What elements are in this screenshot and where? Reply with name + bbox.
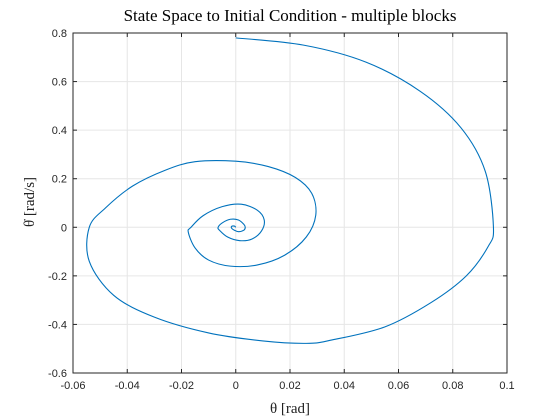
y-tick-label: -0.4: [48, 319, 67, 331]
x-tick-label: 0.08: [442, 380, 463, 392]
y-axis-label: θ̇ [rad/s]: [22, 177, 38, 227]
chart-title: State Space to Initial Condition - multi…: [124, 6, 457, 25]
x-tick-label: -0.04: [115, 380, 140, 392]
x-tick-label: 0.04: [334, 380, 355, 392]
y-tick-label: 0: [61, 222, 67, 234]
x-tick-labels: -0.06 -0.04 -0.02 0 0.02 0.04 0.06 0.08 0.1: [60, 380, 514, 392]
x-tick-label: 0.06: [388, 380, 409, 392]
x-axis-label: θ [rad]: [270, 401, 310, 417]
x-tick-label: 0: [233, 380, 239, 392]
tick-marks: [72, 32, 508, 374]
phase-trajectory-line: [86, 37, 495, 344]
y-tick-labels: -0.6 -0.4 -0.2 0 0.2 0.4 0.6 0.8: [48, 28, 67, 380]
y-tick-label: 0.6: [52, 77, 67, 89]
y-tick-label: 0.2: [52, 174, 67, 186]
x-tick-label: 0.02: [279, 380, 300, 392]
y-tick-label: 0.8: [52, 28, 67, 40]
y-tick-label: 0.4: [52, 125, 67, 137]
x-tick-label: 0.1: [499, 380, 514, 392]
y-tick-label: -0.2: [48, 271, 67, 283]
x-tick-label: -0.02: [169, 380, 194, 392]
y-tick-label: -0.6: [48, 368, 67, 380]
series-layer: [86, 37, 495, 344]
x-tick-label: -0.06: [60, 380, 85, 392]
